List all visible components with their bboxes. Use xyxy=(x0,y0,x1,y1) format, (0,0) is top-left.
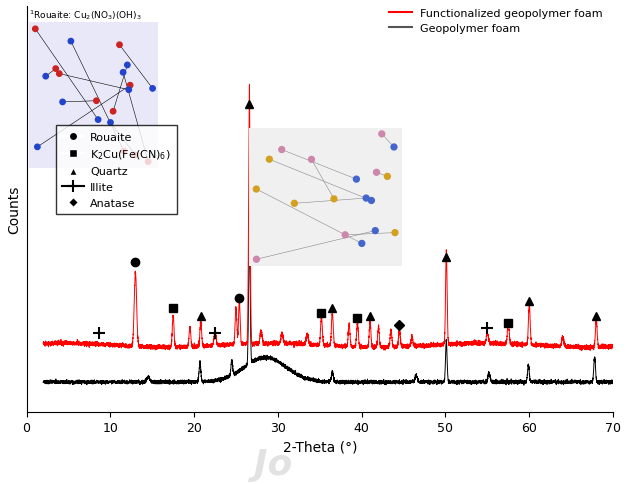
Text: $^1$Rouaite: Cu$_2$(NO$_3$)(OH)$_3$: $^1$Rouaite: Cu$_2$(NO$_3$)(OH)$_3$ xyxy=(30,8,142,22)
Geopolymer foam xyxy=(609,378,617,384)
Geopolymer foam xyxy=(492,381,500,387)
Geopolymer foam xyxy=(40,379,47,385)
Geopolymer foam xyxy=(68,378,75,383)
Functionalized geopolymer foam xyxy=(401,345,409,351)
Geopolymer foam xyxy=(520,382,528,388)
Functionalized geopolymer foam xyxy=(246,94,253,100)
Line: Geopolymer foam: Geopolymer foam xyxy=(43,227,613,385)
Line: Functionalized geopolymer foam: Functionalized geopolymer foam xyxy=(43,85,613,351)
Geopolymer foam xyxy=(377,379,384,385)
Text: $^2$K$_2$Cu(Fe(CN)$_6$): $^2$K$_2$Cu(Fe(CN)$_6$) xyxy=(284,128,355,142)
Geopolymer foam xyxy=(462,378,470,384)
Functionalized geopolymer foam xyxy=(609,342,617,348)
X-axis label: 2-Theta (°): 2-Theta (°) xyxy=(283,440,357,454)
Functionalized geopolymer foam xyxy=(246,82,253,88)
Legend: Rouaite, K$_2$Cu(Fe(CN)$_6$), Quartz, Illite, Anatase: Rouaite, K$_2$Cu(Fe(CN)$_6$), Quartz, Il… xyxy=(55,126,177,215)
Y-axis label: Counts: Counts xyxy=(7,185,21,233)
Text: Jo: Jo xyxy=(254,447,292,481)
Geopolymer foam xyxy=(246,224,253,230)
Functionalized geopolymer foam xyxy=(68,340,75,346)
Geopolymer foam xyxy=(401,379,409,385)
Functionalized geopolymer foam xyxy=(462,343,470,348)
Functionalized geopolymer foam xyxy=(587,348,594,354)
Geopolymer foam xyxy=(246,232,253,238)
Functionalized geopolymer foam xyxy=(40,341,47,347)
Functionalized geopolymer foam xyxy=(377,344,384,349)
Functionalized geopolymer foam xyxy=(492,343,500,348)
